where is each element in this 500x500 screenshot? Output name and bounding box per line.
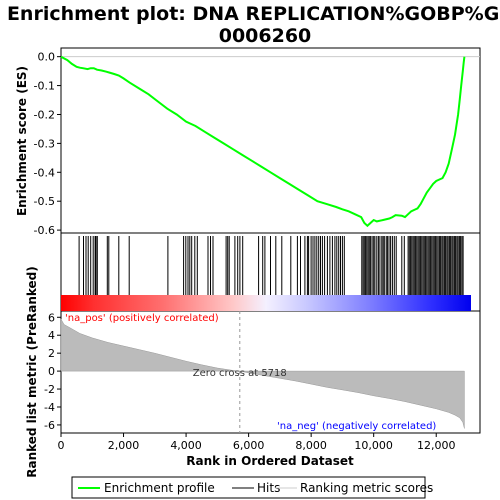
es-tick-label: -0.2 [34,108,55,121]
rank-color-bar [61,295,471,311]
legend-es-label: Enrichment profile [104,481,215,495]
hits-markers [78,236,464,295]
es-tick-label: -0.4 [34,166,55,179]
es-y-axis-label: Enrichment score (ES) [15,66,29,216]
es-tick-label: 0.0 [38,51,56,64]
metric-tick-label: 6 [48,311,55,324]
metric-y-axis-label: Ranked list metric (PreRanked) [25,266,39,478]
x-tick-label: 2,000 [108,439,140,452]
legend-metric-label: Ranking metric scores [300,481,433,495]
metric-tick-label: 4 [48,329,55,342]
es-tick-label: -0.1 [34,80,55,93]
metric-tick-label: 2 [48,347,55,360]
es-panel-frame [60,47,481,234]
chart-title-line2: 0006260 [219,25,312,47]
ranking-metric-area [60,318,465,429]
es-tick-label: -0.3 [34,137,55,150]
neg-correlated-label: 'na_neg' (negatively correlated) [277,421,436,432]
zero-cross-label: Zero cross at 5718 [193,368,287,379]
x-tick-label: 12,000 [417,439,456,452]
legend-hits-label: Hits [257,481,280,495]
chart-title-line1: Enrichment plot: DNA REPLICATION%GOBP%GO… [7,3,500,25]
x-tick-label: 0 [58,439,65,452]
legend: Enrichment profile Hits Ranking metric s… [71,476,433,499]
metric-tick-label: -2 [44,383,55,396]
enrichment-profile-line [60,55,466,228]
x-axis: 0 2,000 4,000 6,000 8,000 10,000 12,000 [58,433,456,452]
metric-tick-label: -6 [44,419,55,432]
metric-tick-label: -4 [44,401,55,414]
x-tick-label: 8,000 [295,439,327,452]
x-tick-label: 6,000 [233,439,265,452]
pos-correlated-label: 'na_pos' (positively correlated) [65,313,219,324]
es-tick-label: -0.6 [34,224,55,237]
x-tick-label: 10,000 [354,439,393,452]
x-tick-label: 4,000 [170,439,202,452]
es-tick-label: -0.5 [34,195,55,208]
es-y-axis: 0.0 -0.1 -0.2 -0.3 -0.4 -0.5 -0.6 [34,51,61,237]
metric-y-axis: 6 4 2 0 -2 -4 -6 [44,311,61,432]
x-axis-label: Rank in Ordered Dataset [186,454,354,468]
metric-tick-label: 0 [48,365,55,378]
